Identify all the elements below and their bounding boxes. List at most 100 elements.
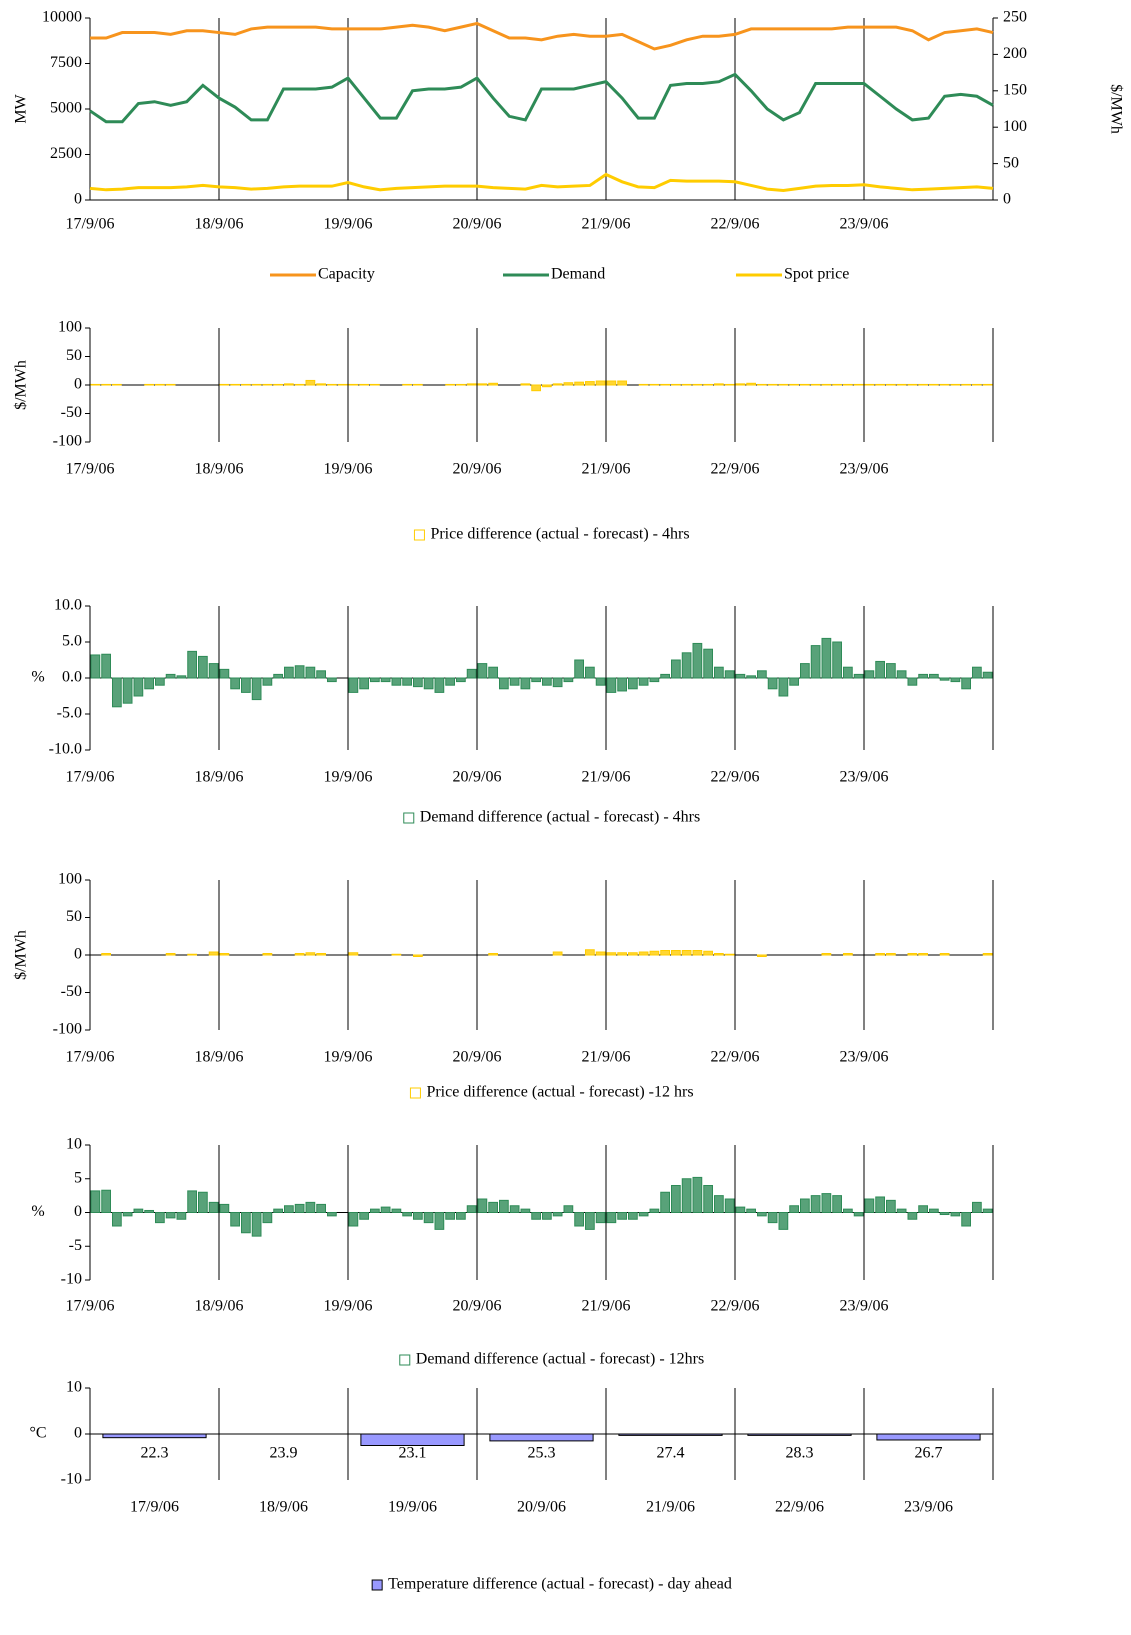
bar: [294, 383, 305, 386]
bar: [907, 383, 918, 386]
bar: [671, 1185, 681, 1213]
bar: [982, 383, 993, 386]
y-tick-label: 5: [74, 1169, 82, 1186]
bar: [692, 950, 703, 956]
bar: [574, 381, 584, 386]
bar: [961, 677, 971, 690]
bar: [853, 673, 864, 679]
bar: [155, 677, 165, 686]
bar: [531, 384, 541, 392]
bar: [305, 1201, 316, 1213]
bar: [939, 677, 950, 681]
x-tick-label: 19/9/06: [388, 1499, 437, 1516]
bar: [767, 383, 778, 386]
bar: [488, 953, 498, 956]
bar: [950, 383, 961, 386]
bar: [488, 382, 498, 386]
y-tick-label: 0: [74, 1425, 82, 1442]
bar: [305, 379, 316, 386]
bar: [660, 673, 670, 679]
bar: [843, 1208, 853, 1213]
bar: [219, 668, 230, 679]
bar: [606, 952, 617, 956]
series-line: [89, 172, 994, 193]
bar: [595, 951, 606, 956]
bar: [520, 677, 531, 690]
bar: [681, 652, 692, 679]
y-axis-label: $/MWh: [13, 360, 30, 410]
bar: [499, 677, 509, 690]
bar: [434, 1212, 445, 1230]
bar: [714, 953, 724, 956]
bar: [370, 383, 380, 386]
bar: [703, 648, 713, 679]
bar: [391, 677, 402, 686]
bar: [789, 383, 799, 386]
bar: [477, 663, 488, 679]
bar: [477, 1198, 488, 1213]
y-tick-label: 10.0: [54, 597, 82, 614]
bar: [187, 650, 197, 679]
x-tick-label: 19/9/06: [324, 461, 373, 478]
x-tick-label: 21/9/06: [582, 769, 631, 786]
bar: [402, 383, 412, 386]
bar: [262, 383, 273, 386]
x-tick-label: 20/9/06: [453, 461, 502, 478]
bar: [617, 952, 627, 956]
bar: [327, 383, 337, 386]
y-tick-label: 0: [74, 1203, 82, 1220]
bar: [434, 677, 445, 693]
bar: [767, 677, 778, 690]
y-tick-label: 50: [66, 908, 82, 925]
bar: [251, 383, 262, 386]
bar: [638, 677, 649, 686]
x-tick-label: 23/9/06: [840, 1298, 889, 1315]
bar: [155, 1212, 165, 1224]
x-tick-label: 17/9/06: [66, 461, 115, 478]
bar: [896, 670, 907, 679]
temperature-label: 23.9: [270, 1445, 298, 1462]
bar: [961, 1212, 971, 1227]
bar: [413, 383, 423, 386]
bar: [585, 381, 595, 386]
bar: [832, 641, 842, 679]
y-tick-label: 10: [66, 1136, 82, 1153]
x-tick-label: 23/9/06: [904, 1499, 953, 1516]
x-tick-label: 21/9/06: [582, 1049, 631, 1066]
bar: [595, 677, 606, 686]
bar: [972, 1201, 982, 1213]
x-tick-label: 22/9/06: [711, 216, 760, 233]
bar: [101, 383, 111, 386]
bar: [875, 383, 885, 386]
bar: [638, 951, 649, 956]
bar: [585, 949, 595, 956]
bar: [875, 660, 885, 679]
bar: [907, 677, 918, 686]
bar: [660, 950, 670, 956]
x-tick-label: 17/9/06: [66, 216, 115, 233]
bar: [929, 1208, 939, 1213]
bar: [337, 383, 348, 386]
bar: [552, 383, 563, 386]
x-tick-label: 18/9/06: [195, 769, 244, 786]
bar: [681, 1178, 692, 1213]
bar: [843, 666, 853, 679]
legend-label: Price difference (actual - forecast) -12…: [426, 1084, 693, 1101]
bar: [488, 1201, 498, 1213]
bar: [671, 950, 681, 956]
y-tick-label: 10000: [42, 9, 82, 26]
bar: [660, 1191, 670, 1213]
bar: [746, 675, 756, 679]
bar: [90, 1190, 101, 1214]
bar: [585, 1212, 595, 1230]
bar: [241, 383, 251, 386]
bar: [413, 1212, 423, 1220]
bar: [284, 666, 294, 679]
bar: [294, 665, 305, 679]
x-tick-label: 17/9/06: [130, 1499, 179, 1516]
bar: [876, 1433, 981, 1441]
bar: [305, 666, 316, 679]
bar: [542, 384, 552, 388]
bar: [907, 953, 918, 956]
